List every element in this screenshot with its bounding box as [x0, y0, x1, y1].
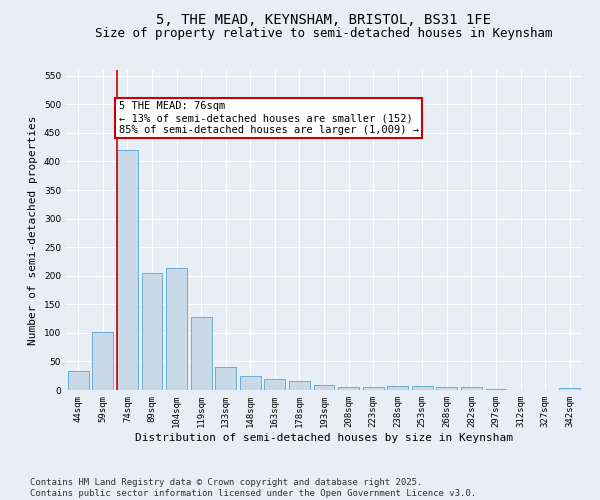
Text: 5 THE MEAD: 76sqm
← 13% of semi-detached houses are smaller (152)
85% of semi-de: 5 THE MEAD: 76sqm ← 13% of semi-detached… — [119, 102, 419, 134]
Bar — [265, 379, 286, 390]
Bar — [314, 385, 334, 390]
Bar — [289, 381, 310, 390]
Bar — [191, 318, 212, 390]
Bar — [117, 150, 138, 390]
Bar — [387, 386, 408, 390]
Bar — [436, 386, 457, 390]
Bar — [142, 274, 163, 390]
Text: 5, THE MEAD, KEYNSHAM, BRISTOL, BS31 1FE: 5, THE MEAD, KEYNSHAM, BRISTOL, BS31 1FE — [157, 12, 491, 26]
Bar — [412, 386, 433, 390]
Text: Size of property relative to semi-detached houses in Keynsham: Size of property relative to semi-detach… — [95, 28, 553, 40]
Bar — [338, 387, 359, 390]
Bar — [362, 387, 383, 390]
Bar — [215, 367, 236, 390]
Bar — [559, 388, 580, 390]
Y-axis label: Number of semi-detached properties: Number of semi-detached properties — [28, 116, 38, 345]
Bar — [240, 376, 261, 390]
Text: Contains HM Land Registry data © Crown copyright and database right 2025.
Contai: Contains HM Land Registry data © Crown c… — [30, 478, 476, 498]
Bar — [166, 268, 187, 390]
X-axis label: Distribution of semi-detached houses by size in Keynsham: Distribution of semi-detached houses by … — [135, 432, 513, 442]
Bar — [92, 332, 113, 390]
Bar — [461, 387, 482, 390]
Bar — [68, 371, 89, 390]
